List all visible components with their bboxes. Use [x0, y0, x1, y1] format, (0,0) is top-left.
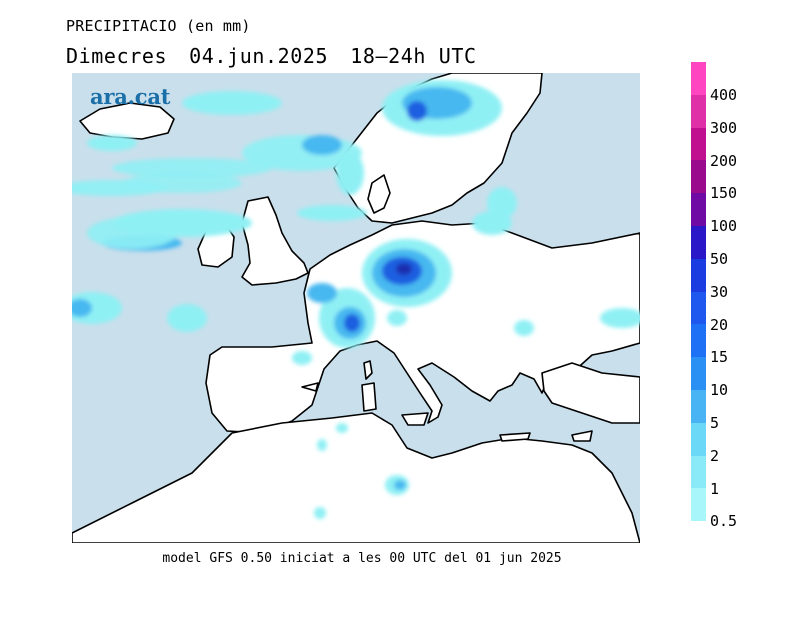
legend-swatch — [691, 226, 706, 259]
sicily — [401, 412, 429, 426]
sardinia — [361, 382, 377, 412]
legend-swatch — [691, 390, 706, 423]
precipitation-fields — [72, 80, 640, 519]
legend-label: 15 — [710, 348, 729, 367]
balearics — [301, 382, 319, 392]
legend-label: 50 — [710, 250, 729, 268]
forecast-date: 04.jun.2025 — [189, 44, 329, 68]
legend-swatch — [691, 422, 706, 456]
cyprus — [571, 430, 593, 442]
legend-swatch — [691, 193, 706, 227]
legend-label: 10 — [710, 381, 729, 400]
legend-label: 400 — [710, 86, 738, 104]
crete — [499, 432, 531, 442]
brand-logo: ara.cat — [90, 84, 171, 109]
forecast-date-title: Dimecres 04.jun.2025 18–24h UTC — [66, 44, 499, 68]
legend-label: 2 — [710, 446, 720, 465]
legend-label: 300 — [710, 118, 738, 137]
mainland-europe — [205, 220, 640, 434]
denmark — [367, 174, 391, 214]
legend-swatch — [691, 160, 706, 194]
legend-swatch — [691, 291, 706, 325]
forecast-period: 18–24h UTC — [350, 44, 477, 68]
iceland — [79, 102, 175, 140]
legend-label: 0.5 — [710, 512, 738, 531]
legend-swatch — [691, 455, 706, 489]
legend-label: 20 — [710, 315, 729, 334]
model-run-note: model GFS 0.50 iniciat a les 00 UTC del … — [162, 551, 562, 566]
legend-swatch — [691, 488, 706, 522]
legend-swatch — [691, 324, 706, 358]
legend-label: 200 — [710, 151, 738, 170]
precipitation-map — [72, 73, 640, 543]
forecast-day: Dimecres — [66, 44, 168, 68]
anatolia — [541, 362, 640, 424]
map-variable-title: PRECIPITACIO (en mm) — [66, 17, 251, 35]
legend-swatch — [691, 94, 706, 128]
legend-swatch — [691, 127, 706, 161]
legend-swatch — [691, 62, 706, 95]
legend-label: 100 — [710, 217, 738, 236]
great-britain — [241, 196, 309, 286]
north-africa — [72, 412, 640, 543]
legend-swatch — [691, 357, 706, 391]
legend-label: 1 — [710, 479, 720, 498]
legend-label: 5 — [710, 414, 720, 432]
corsica — [363, 360, 373, 380]
legend-label: 150 — [710, 184, 738, 203]
legend-label: 30 — [710, 282, 729, 301]
map-svg — [72, 73, 640, 543]
legend-swatch — [691, 258, 706, 292]
